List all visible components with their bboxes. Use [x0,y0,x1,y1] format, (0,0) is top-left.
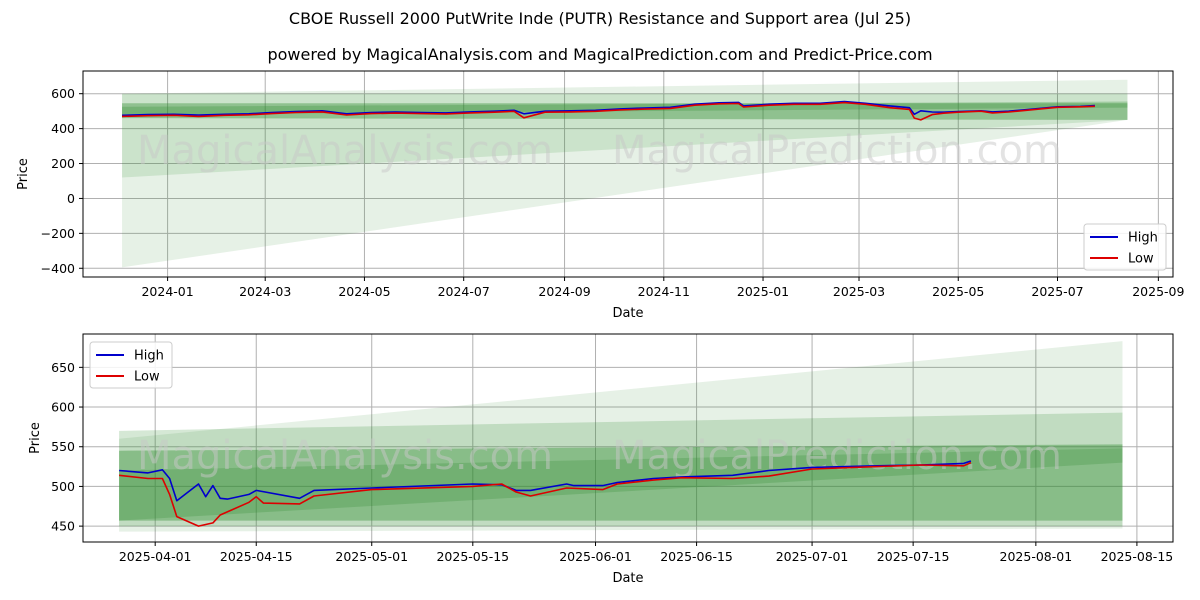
x-tick-label: 2025-05-01 [335,549,408,564]
chart-panel-1: MagicalAnalysis.com MagicalPrediction.com… [16,70,1185,321]
legend-label-low: Low [134,370,160,385]
chart-title: CBOE Russell 2000 PutWrite Inde (PUTR) R… [288,9,912,28]
x-tick-label: 2025-08-01 [1000,549,1073,564]
chart-subtitle: powered by MagicalAnalysis.com and Magic… [267,45,933,64]
watermark-right: MagicalPrediction.com [612,433,1062,479]
series-group [121,100,1095,121]
resistance-support-band [122,93,1128,178]
y-tick-label: 200 [51,156,75,171]
x-tick-label: 2025-07-15 [877,549,950,564]
x-tick-label: 2024-05 [338,284,390,299]
x-tick-label: 2025-05 [932,284,984,299]
x-tick-label: 2024-09 [538,284,590,299]
x-tick-label: 2025-03 [833,284,885,299]
plot-frame [82,70,1174,278]
resistance-support-band [119,341,1123,532]
x-tick-label: 2025-01 [737,284,789,299]
x-tick-label: 2025-08-15 [1101,549,1174,564]
legend-label-high: High [134,349,164,364]
y-tick-label: 0 [67,191,75,206]
y-axis-label: Price [16,158,31,190]
x-tick-label: 2024-03 [239,284,291,299]
x-tick-label: 2024-07 [438,284,490,299]
watermark-left: MagicalAnalysis.com [137,128,553,174]
y-tick-label: 650 [51,360,75,375]
y-tick-label: 500 [51,479,75,494]
series-line-high [121,100,1095,117]
legend-label-low: Low [1128,252,1154,267]
y-tick-label: 600 [51,400,75,415]
series-group [119,460,972,527]
x-tick-label: 2025-07 [1031,284,1083,299]
x-tick-label: 2025-09 [1132,284,1184,299]
x-tick-label: 2025-07-01 [776,549,849,564]
series-line-low [119,461,972,527]
x-tick-label: 2025-04-15 [220,549,293,564]
series-line-low [121,101,1095,121]
x-tick-label: 2025-04-01 [119,549,192,564]
watermark-right: MagicalPrediction.com [612,128,1062,174]
x-axis-label: Date [612,571,643,586]
resistance-support-band [119,412,1123,527]
x-tick-label: 2025-05-15 [436,549,509,564]
resistance-support-band [122,103,1128,120]
legend: High Low [89,341,173,389]
x-axis-label: Date [612,306,643,321]
y-tick-label: 450 [51,519,75,534]
chart-panel-2: MagicalAnalysis.com MagicalPrediction.com… [28,333,1174,586]
x-tick-label: 2025-06-01 [559,549,632,564]
y-tick-label: 550 [51,439,75,454]
legend-label-high: High [1128,231,1158,246]
y-axis-label: Price [28,422,43,454]
plot-frame [82,333,1174,543]
y-tick-label: −400 [41,261,75,276]
y-tick-label: 400 [51,121,75,136]
x-tick-label: 2024-11 [638,284,690,299]
y-tick-label: 600 [51,86,75,101]
x-tick-label: 2024-01 [141,284,193,299]
x-tick-label: 2025-06-15 [660,549,733,564]
y-tick-label: −200 [41,226,75,241]
legend: High Low [1083,223,1167,271]
watermark-left: MagicalAnalysis.com [137,433,553,479]
resistance-support-band [122,79,1128,268]
